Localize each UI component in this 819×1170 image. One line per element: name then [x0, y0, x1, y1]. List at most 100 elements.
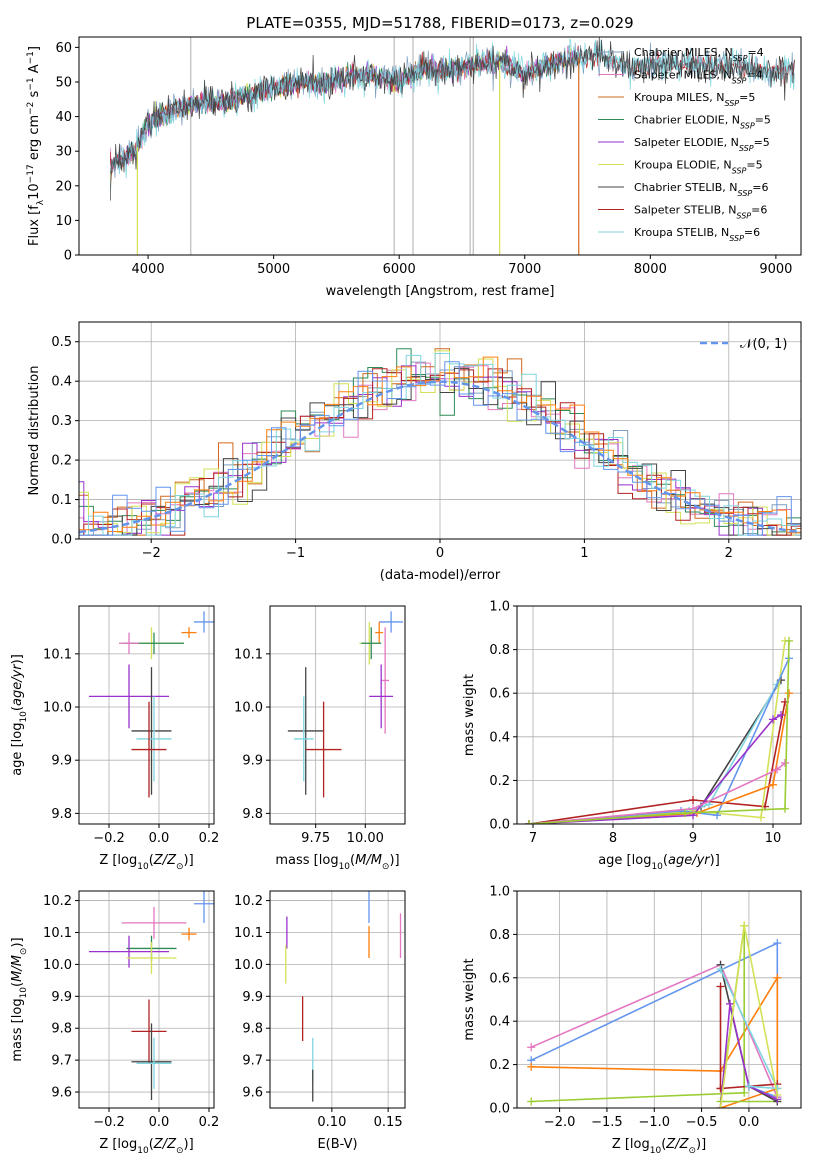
panel-2: −0.2 0.0 0.2 9.8 9.9 10.0 10.1 Z [log10(Z/Z⊙)] a… — [10, 605, 219, 872]
axes-frame — [78, 605, 215, 825]
panel-4: 7 8 9 10 0.0 0.2 0.4 0.6 0.8 1.0 age [log10(age/yr… — [462, 600, 802, 872]
figure-title: PLATE=0355, MJD=51788, FIBERID=0173, z=0… — [246, 14, 633, 32]
y-tick-label: 9.7 — [242, 1054, 263, 1069]
x-tick-label: −0.5 — [686, 1115, 718, 1130]
weight-line — [528, 684, 778, 824]
axes-frame — [78, 36, 802, 256]
x-axis-label: age [log10(age/yr)] — [598, 853, 720, 872]
legend-entry: Kroupa ELODIE, NSSP=5 — [634, 159, 763, 176]
y-tick-label: 9.8 — [242, 807, 263, 822]
x-tick-label: 7 — [529, 831, 537, 846]
y-tick-label: 10.1 — [234, 926, 263, 941]
y-tick-label: 9.8 — [242, 1022, 263, 1037]
weight-line — [528, 640, 786, 824]
x-axis-label: E(B-V) — [317, 1137, 357, 1152]
panel-7: −2.0 −1.5 −1.0 −0.5 0.0 0.0 0.2 0.4 0.6 0.8 1.0 Z [… — [462, 885, 802, 1156]
y-axis-label: mass [log10(M/M⊙)] — [10, 937, 29, 1061]
weight-line — [528, 640, 790, 824]
weight-lines — [527, 921, 782, 1108]
x-tick-label: 8 — [609, 831, 617, 846]
legend-entry: Salpeter ELODIE, NSSP=5 — [634, 136, 770, 153]
legend-entry: Kroupa MILES, NSSP=5 — [634, 91, 755, 108]
y-tick-label: 60 — [55, 41, 72, 56]
y-tick-label: 50 — [55, 75, 72, 90]
weight-line — [528, 657, 790, 824]
panel-0: 4000 5000 6000 7000 8000 9000 0 10 20 30 40 50 60 wav… — [26, 36, 802, 299]
y-tick-label: 9.7 — [51, 1054, 72, 1069]
legend-entry: Chabrier STELIB, NSSP=6 — [634, 181, 768, 198]
y-tick-label: 10.0 — [234, 701, 263, 716]
panel-5: −0.2 0.0 0.2 9.6 9.7 9.8 9.9 10.0 10.1 10.2 Z [log… — [10, 890, 219, 1156]
y-axis-label: mass weight — [462, 674, 477, 756]
panel-6: 0.10 0.15 9.6 9.7 9.8 9.9 10.0 10.1 10.2 — [234, 890, 406, 1130]
y-axis-label: Normed distribution — [27, 366, 42, 496]
y-tick-label: 9.9 — [242, 754, 263, 769]
x-axis-label: mass [log10(M/M⊙)] — [275, 853, 399, 872]
y-tick-label: 10.0 — [43, 701, 72, 716]
x-tick-label: 0 — [436, 546, 444, 561]
error-bars — [285, 891, 402, 1102]
y-tick-label: 10 — [55, 214, 72, 229]
y-tick-label: 0 — [64, 249, 72, 264]
legend-entry: Chabrier ELODIE, NSSP=5 — [634, 114, 771, 131]
x-tick-label: −2.0 — [544, 1115, 576, 1130]
y-tick-label: 1.0 — [489, 600, 510, 615]
y-tick-label: 0.3 — [51, 414, 72, 429]
x-tick-label: 6000 — [383, 262, 416, 277]
y-tick-label: 0.6 — [489, 971, 510, 986]
legend-entry: Kroupa STELIB, NSSP=6 — [634, 226, 760, 243]
x-tick-label: 10 — [765, 831, 782, 846]
x-axis-label: Z [log10(Z/Z⊙)] — [612, 1137, 706, 1156]
x-tick-label: 9 — [689, 831, 697, 846]
histogram-step — [79, 348, 801, 536]
weight-line — [528, 679, 782, 824]
y-tick-label: 10.0 — [43, 958, 72, 973]
weight-line — [528, 762, 786, 824]
y-tick-label: 9.9 — [242, 990, 263, 1005]
axes-frame — [269, 890, 406, 1109]
axes-frame — [516, 605, 802, 825]
x-tick-label: 8000 — [634, 262, 667, 277]
error-bars — [287, 611, 404, 798]
panel-3: 9.75 10.00 9.8 9.9 10.0 10.1 mass [log10(M/M⊙)… — [234, 605, 406, 872]
y-tick-label: 0.0 — [489, 1102, 510, 1117]
y-tick-label: 40 — [55, 110, 72, 125]
spectrum-lines — [110, 37, 795, 255]
x-tick-label: 0.0 — [149, 831, 170, 846]
y-tick-label: 9.9 — [51, 754, 72, 769]
histograms — [79, 348, 801, 536]
legend-entry: 𝒩(0, 1) — [740, 337, 787, 352]
error-bars — [89, 611, 214, 798]
x-tick-label: 0.0 — [739, 1115, 760, 1130]
weight-line — [719, 1003, 778, 1108]
y-tick-label: 0.0 — [51, 533, 72, 548]
x-axis-label: wavelength [Angstrom, rest frame] — [326, 284, 555, 299]
x-tick-label: −2 — [142, 546, 161, 561]
histogram-step — [79, 353, 801, 536]
x-tick-label: 1 — [580, 546, 588, 561]
axes-frame — [269, 605, 406, 825]
x-tick-label: −0.2 — [93, 831, 125, 846]
panel-1: −2 −1 0 1 2 0.0 0.1 0.2 0.3 0.4 0.5 (data-model)/er… — [27, 321, 802, 583]
x-tick-label: −1.0 — [638, 1115, 670, 1130]
y-axis-label: Flux [fλ10−17 erg cm−2 s−1 A−1] — [26, 46, 46, 246]
y-tick-label: 20 — [55, 179, 72, 194]
y-tick-label: 10.2 — [43, 894, 72, 909]
x-tick-label: −1 — [286, 546, 305, 561]
y-tick-label: 9.9 — [51, 990, 72, 1005]
x-tick-label: 4000 — [132, 262, 165, 277]
x-axis-label: Z [log10(Z/Z⊙)] — [99, 1137, 193, 1156]
x-tick-label: 7000 — [508, 262, 541, 277]
y-tick-label: 0.6 — [489, 687, 510, 702]
legend: Chabrier MILES, NSSP=4 Salpeter MILES, NS… — [598, 46, 771, 243]
x-tick-label: 9.75 — [301, 831, 330, 846]
y-tick-label: 9.8 — [51, 1022, 72, 1037]
y-tick-label: 10.2 — [234, 894, 263, 909]
y-tick-label: 10.1 — [234, 647, 263, 662]
x-axis-label: (data-model)/error — [380, 568, 501, 583]
y-tick-label: 0.0 — [489, 818, 510, 833]
x-tick-label: 5000 — [257, 262, 290, 277]
axes-frame — [78, 890, 215, 1109]
y-tick-label: 9.6 — [242, 1086, 263, 1101]
y-tick-label: 9.6 — [51, 1086, 72, 1101]
